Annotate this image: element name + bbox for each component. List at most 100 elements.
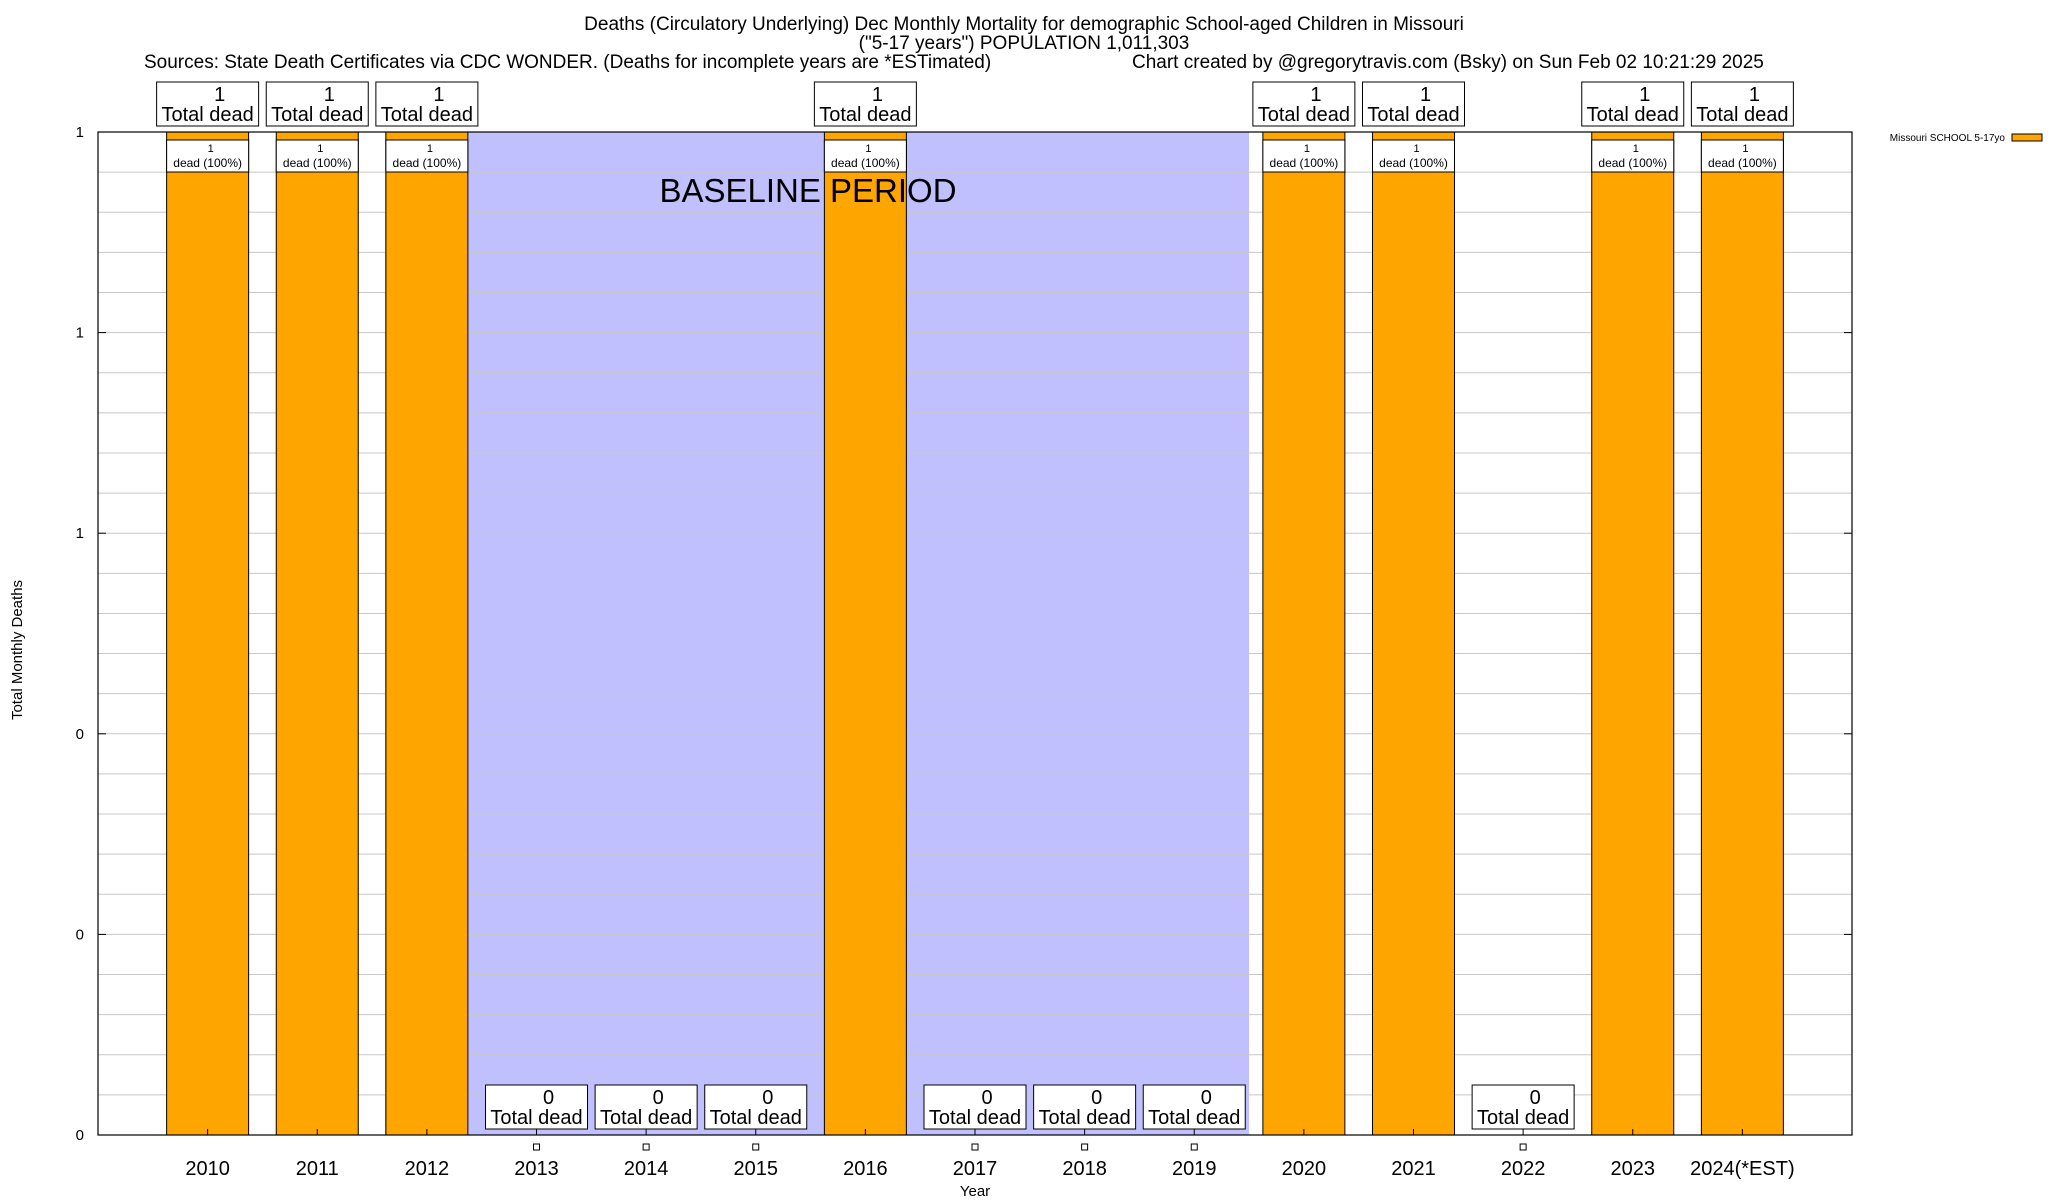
x-tick-label: 2016 [843,1158,888,1180]
x-tick-label: 2018 [1062,1158,1107,1180]
zero-value: 0 [653,1087,664,1109]
x-axis-title: Year [960,1183,990,1200]
zero-caption: Total dead [490,1107,582,1129]
bar-inner-label-box [1372,139,1455,173]
zero-point-marker [1081,1143,1089,1151]
x-tick-label: 2024(*EST) [1690,1158,1795,1180]
x-tick-label: 2021 [1391,1158,1436,1180]
bar-inner-label-box [385,139,469,173]
zero-label-box [1142,1084,1246,1130]
zero-value: 0 [981,1087,992,1109]
bar-inner-percent: dead (100%) [283,156,352,170]
zero-caption: Total dead [600,1107,692,1129]
bar-top-value: 1 [214,84,225,106]
zero-caption: Total dead [1148,1107,1240,1129]
chart-subtitle: ("5-17 years") POPULATION 1,011,303 [858,33,1190,54]
bar-inner-value: 1 [208,143,214,155]
bar-inner-value: 1 [865,143,871,155]
x-tick-label: 2020 [1282,1158,1327,1180]
zero-label-box [594,1084,698,1130]
bar-inner-value: 1 [1413,143,1419,155]
bar [1591,131,1675,1136]
baseline-period-region [385,132,1250,1135]
bar-top-caption: Total dead [161,104,253,126]
zero-point-marker [1519,1143,1527,1151]
bar [275,131,359,1136]
bar-inner-label-box [1700,139,1784,173]
y-tick-label: 1 [76,325,84,342]
y-tick-label: 0 [76,926,84,943]
chart-title: Deaths (Circulatory Underlying) Dec Mont… [584,14,1464,35]
y-tick-label: 1 [76,525,84,542]
chart-credit: Chart created by @gregorytravis.com (Bsk… [1132,52,1764,73]
zero-point-marker [752,1143,760,1151]
bar-top-label-box [265,81,369,127]
zero-value: 0 [543,1087,554,1109]
bar-top-value: 1 [324,84,335,106]
y-axis-title: Total Monthly Deaths [9,580,26,720]
bar-inner-percent: dead (100%) [393,156,462,170]
bar [823,131,907,1136]
bar-top-value: 1 [1749,84,1760,106]
chart-sources: Sources: State Death Certificates via CD… [144,52,992,73]
bar-top-label-box [813,81,917,127]
bar-inner-percent: dead (100%) [1379,156,1448,170]
x-tick-label: 2012 [405,1158,450,1180]
bar-top-caption: Total dead [271,104,363,126]
bar-inner-label-box [275,139,359,173]
zero-label-box [1471,1084,1575,1130]
bar-inner-percent: dead (100%) [1598,156,1667,170]
y-tick-label: 1 [76,124,84,141]
bar-inner-label-box [166,139,250,173]
x-tick-label: 2010 [185,1158,230,1180]
bar-inner-percent: dead (100%) [831,156,900,170]
bar-inner-value: 1 [1633,143,1639,155]
bar-top-label-box [1252,81,1356,127]
bar-inner-label-box [1262,139,1346,173]
x-tick-label: 2017 [953,1158,998,1180]
zero-value: 0 [1530,1087,1541,1109]
bar-top-label-box [1581,81,1685,127]
bar-inner-value: 1 [427,143,433,155]
bar-top-caption: Total dead [819,104,911,126]
bar-top-caption: Total dead [1367,104,1459,126]
x-tick-label: 2014 [624,1158,669,1180]
zero-caption: Total dead [1477,1107,1569,1129]
zero-label-box [923,1084,1027,1130]
bar-top-label-box [1690,81,1794,127]
zero-caption: Total dead [929,1107,1021,1129]
legend-label: Missouri SCHOOL 5-17yo [1890,133,2006,144]
bar-inner-percent: dead (100%) [1270,156,1339,170]
bar-top-value: 1 [433,84,444,106]
zero-value: 0 [1091,1087,1102,1109]
bar [385,131,469,1136]
bar-top-caption: Total dead [1258,104,1350,126]
zero-caption: Total dead [710,1107,802,1129]
zero-label-box [704,1084,808,1130]
bar [1262,131,1346,1136]
x-tick-label: 2023 [1611,1158,1656,1180]
bar [1372,131,1455,1136]
y-tick-label: 0 [76,1127,84,1144]
bar-top-caption: Total dead [1696,104,1788,126]
bar-top-value: 1 [1639,84,1650,106]
zero-point-marker [1190,1143,1198,1151]
zero-value: 0 [762,1087,773,1109]
bar-inner-value: 1 [317,143,323,155]
bar-top-label-box [375,81,479,127]
zero-value: 0 [1201,1087,1212,1109]
bar-top-caption: Total dead [1587,104,1679,126]
zero-label-box [1033,1084,1137,1130]
bar-top-value: 1 [872,84,883,106]
bar-top-value: 1 [1310,84,1321,106]
bar [166,131,250,1136]
bar-inner-percent: dead (100%) [1708,156,1777,170]
y-tick-label: 0 [76,726,84,743]
x-tick-label: 2015 [734,1158,779,1180]
legend-swatch [2011,133,2043,142]
bar-inner-percent: dead (100%) [173,156,242,170]
bar-top-value: 1 [1420,84,1431,106]
bar-inner-value: 1 [1742,143,1748,155]
